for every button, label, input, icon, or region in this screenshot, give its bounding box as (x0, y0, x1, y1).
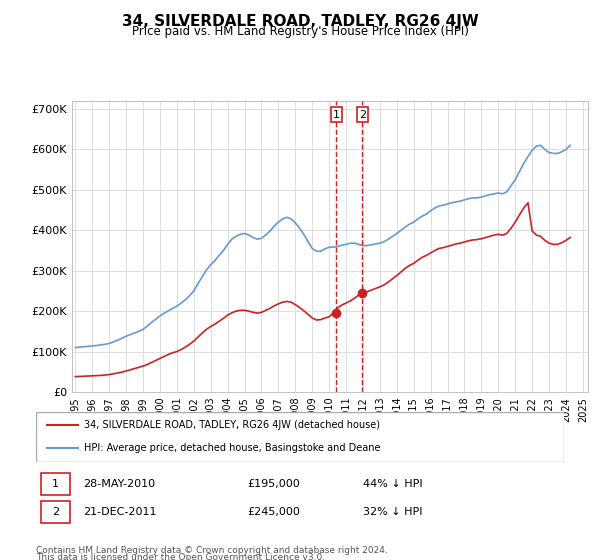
Text: 2: 2 (359, 110, 366, 119)
Text: Price paid vs. HM Land Registry's House Price Index (HPI): Price paid vs. HM Land Registry's House … (131, 25, 469, 38)
Text: £245,000: £245,000 (247, 507, 300, 517)
Text: 32% ↓ HPI: 32% ↓ HPI (364, 507, 423, 517)
Text: 21-DEC-2011: 21-DEC-2011 (83, 507, 157, 517)
FancyBboxPatch shape (41, 501, 70, 523)
Text: 2: 2 (52, 507, 59, 517)
Text: 1: 1 (333, 110, 340, 119)
Text: 34, SILVERDALE ROAD, TADLEY, RG26 4JW: 34, SILVERDALE ROAD, TADLEY, RG26 4JW (122, 14, 478, 29)
Text: 44% ↓ HPI: 44% ↓ HPI (364, 479, 423, 489)
FancyBboxPatch shape (41, 473, 70, 495)
Text: This data is licensed under the Open Government Licence v3.0.: This data is licensed under the Open Gov… (36, 553, 325, 560)
Text: HPI: Average price, detached house, Basingstoke and Deane: HPI: Average price, detached house, Basi… (83, 443, 380, 453)
Text: 28-MAY-2010: 28-MAY-2010 (83, 479, 155, 489)
Text: 1: 1 (52, 479, 59, 489)
Text: £195,000: £195,000 (247, 479, 300, 489)
Text: Contains HM Land Registry data © Crown copyright and database right 2024.: Contains HM Land Registry data © Crown c… (36, 547, 388, 556)
FancyBboxPatch shape (36, 412, 564, 462)
Text: 34, SILVERDALE ROAD, TADLEY, RG26 4JW (detached house): 34, SILVERDALE ROAD, TADLEY, RG26 4JW (d… (83, 420, 380, 430)
